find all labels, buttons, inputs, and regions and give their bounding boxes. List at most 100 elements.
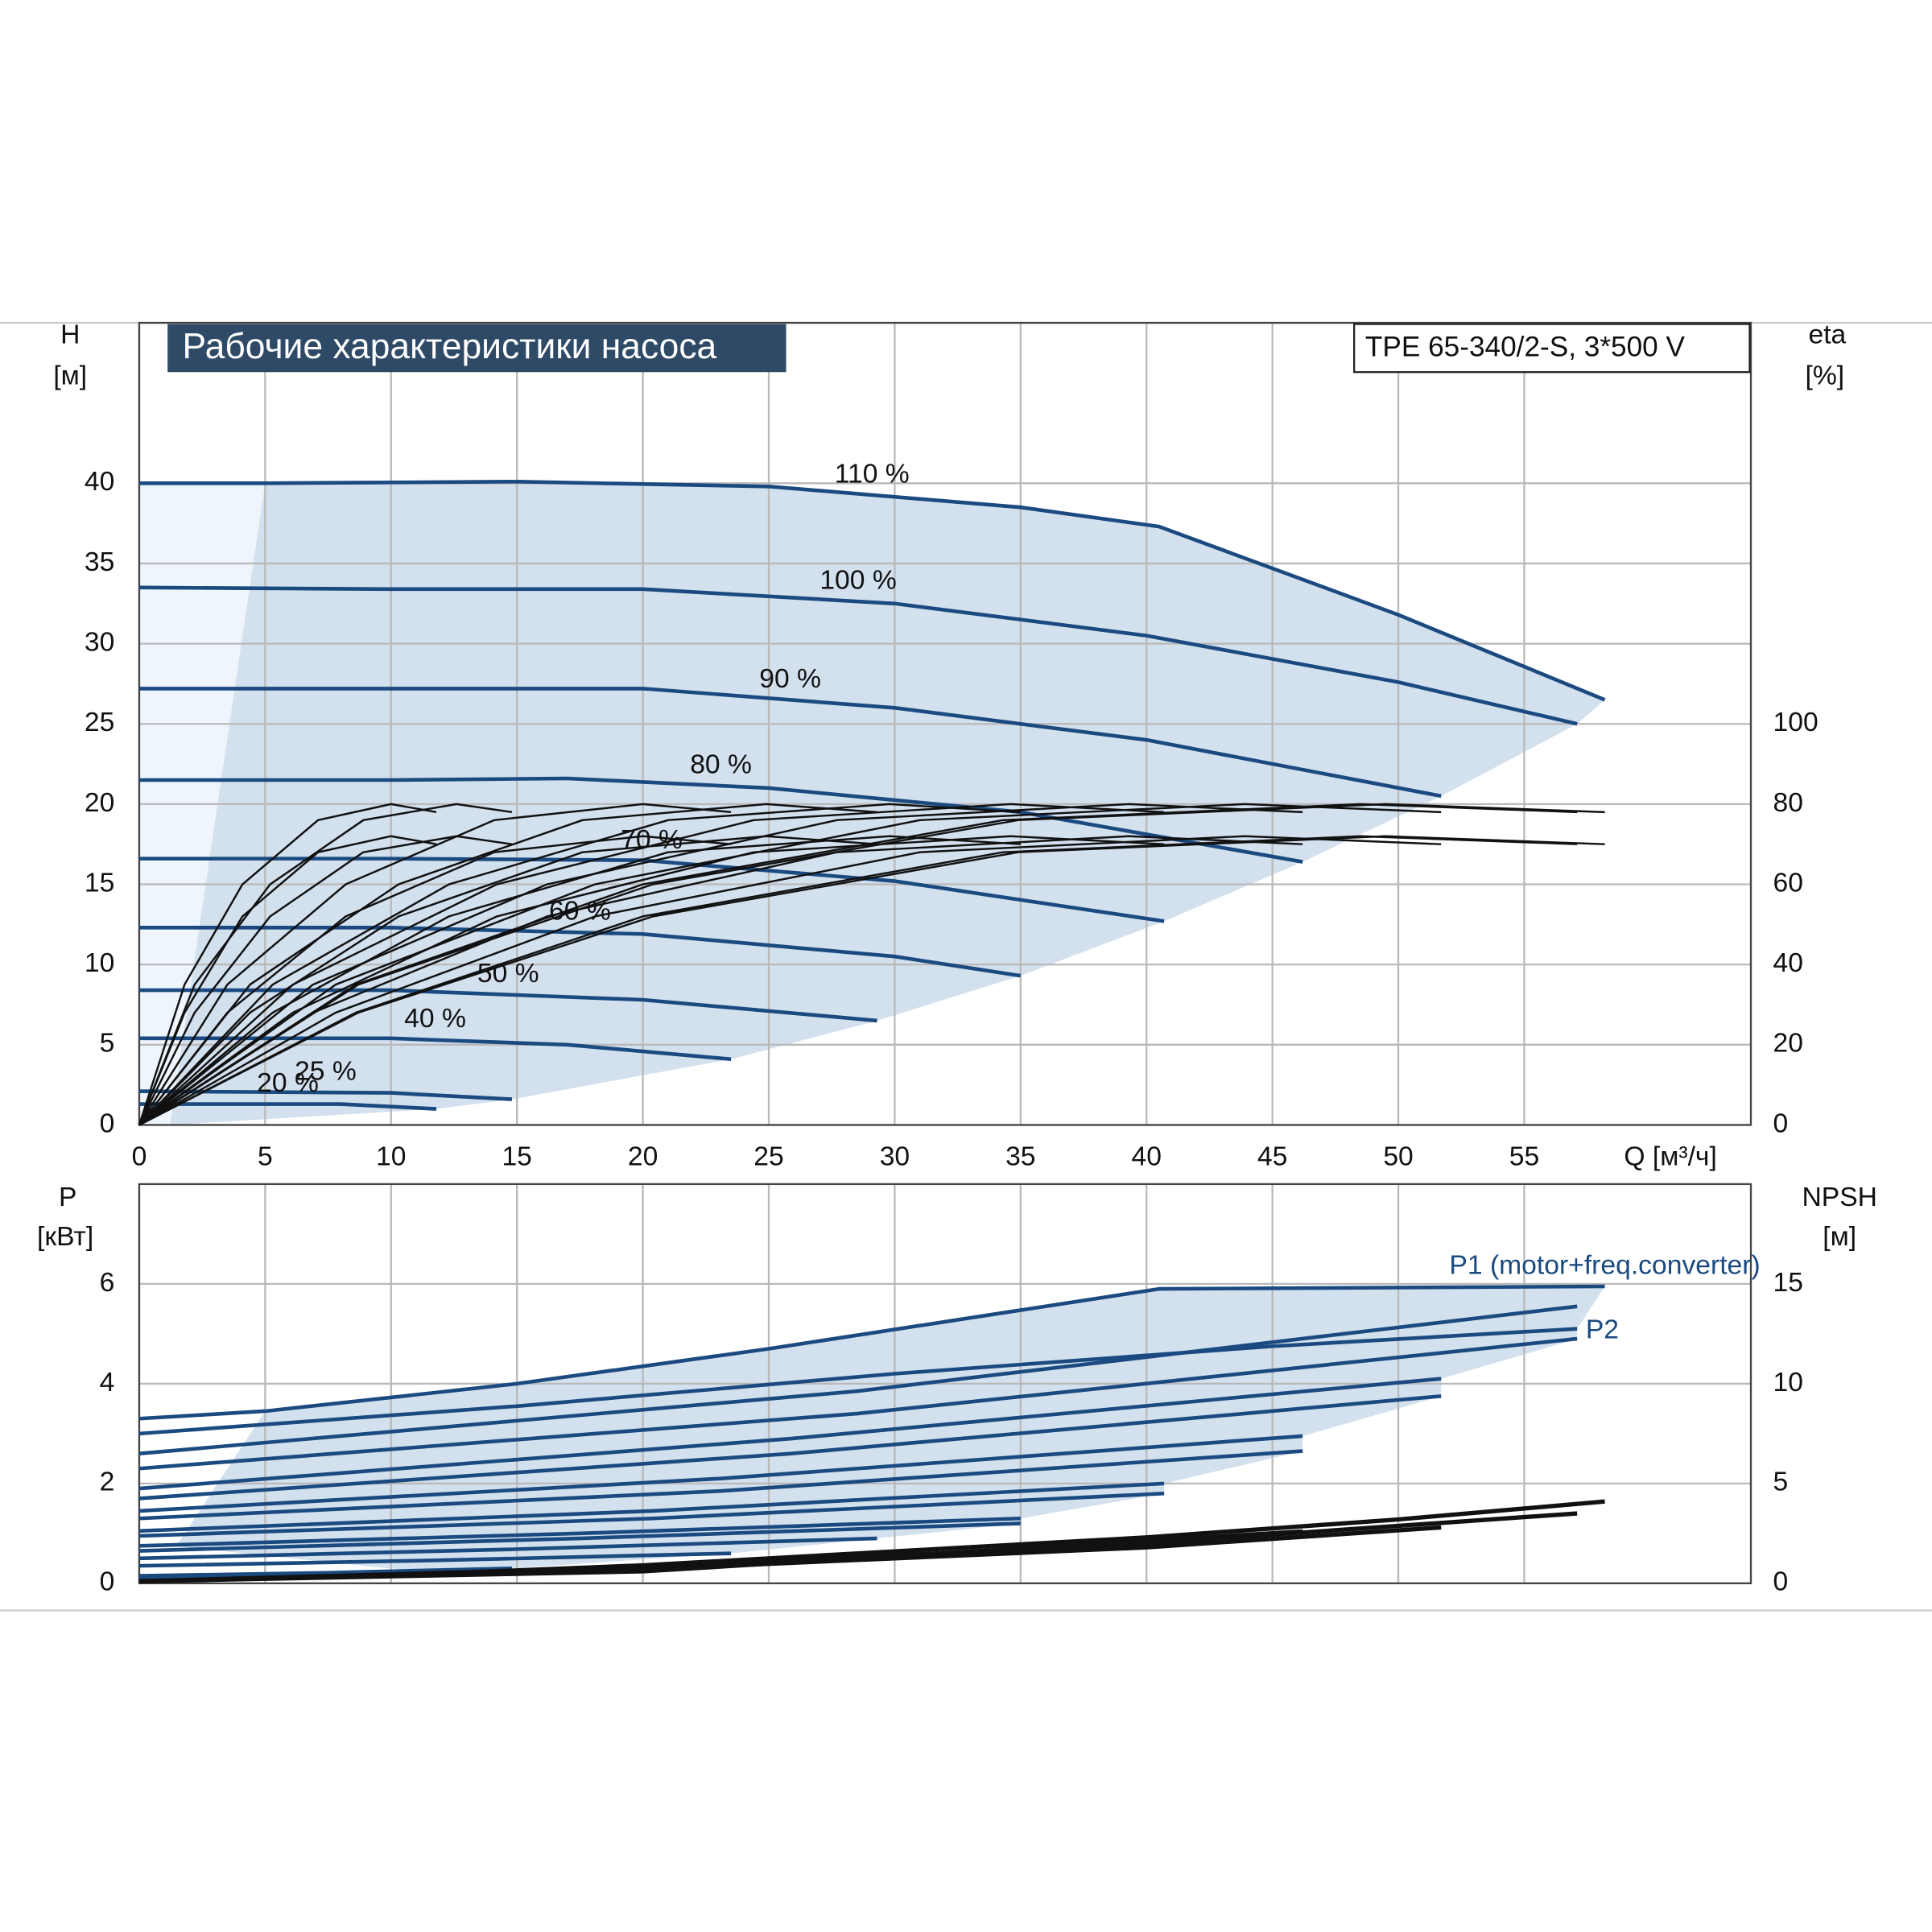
y2-axis-unit: [%]	[1806, 361, 1845, 390]
x-tick-label: 50	[1383, 1142, 1413, 1172]
curve-label: 90 %	[759, 664, 821, 694]
x-tick-label: 30	[880, 1142, 910, 1172]
y-tick-label: 5	[100, 1029, 115, 1059]
curve	[138, 1336, 1578, 1471]
y2-tick-label: 0	[1773, 1567, 1789, 1597]
curve	[138, 1536, 877, 1561]
y-tick-label: 30	[85, 627, 114, 657]
y-tick-label: 4	[100, 1368, 115, 1397]
curve	[138, 1327, 1578, 1436]
legend-label: P2	[1586, 1315, 1619, 1345]
y2-tick-label: 15	[1773, 1268, 1803, 1298]
curve	[138, 1566, 512, 1578]
curve	[138, 1551, 732, 1568]
curve-label: 80 %	[690, 750, 752, 780]
secondary-curve	[138, 835, 1165, 1126]
curve	[138, 1481, 1165, 1534]
y2-tick-label: 40	[1773, 948, 1803, 978]
secondary-curve	[138, 835, 1578, 1126]
model-box	[1352, 323, 1751, 374]
x-tick-label: 20	[628, 1142, 658, 1172]
y-tick-label: 0	[100, 1567, 115, 1597]
secondary-curve	[138, 803, 1165, 1126]
x-tick-label: 15	[502, 1142, 531, 1172]
curve-layer	[138, 480, 1606, 1126]
title-box	[167, 324, 786, 373]
x-tick-label: 0	[132, 1142, 147, 1172]
secondary-curve	[138, 803, 1021, 1126]
secondary-curve	[138, 835, 732, 1126]
y2-tick-label: 0	[1773, 1108, 1789, 1138]
curve	[138, 1377, 1442, 1491]
plot-frame	[138, 321, 1752, 1126]
secondary-curve	[138, 835, 513, 1125]
secondary-curve	[138, 835, 1021, 1126]
x-tick-label: 35	[1005, 1142, 1035, 1172]
curve	[138, 480, 1606, 702]
x-axis-label: Q [м³/ч]	[1624, 1142, 1716, 1172]
chart-title: Рабочие характеристики насоса	[183, 327, 717, 366]
secondary-curve	[138, 835, 1442, 1126]
curve-label: 60 %	[549, 897, 611, 927]
curve	[138, 776, 1303, 864]
x-tick-label: 10	[376, 1142, 406, 1172]
curve	[138, 687, 1442, 799]
curve-label: 70 %	[621, 825, 683, 855]
curve-label: 20 %	[257, 1068, 319, 1098]
y2-tick-label: 80	[1773, 788, 1803, 818]
y-axis-unit: [кВт]	[37, 1222, 93, 1252]
curve-label: 50 %	[477, 959, 539, 989]
legend-label: P1 (motor+freq.converter)	[1449, 1250, 1760, 1280]
y2-axis-label: eta	[1808, 320, 1846, 350]
secondary-curve	[138, 803, 732, 1126]
x-tick-label: 40	[1132, 1142, 1162, 1172]
secondary-curve	[138, 803, 437, 1125]
y-tick-label: 15	[85, 868, 114, 898]
curve	[138, 1521, 1021, 1553]
curve	[138, 1434, 1303, 1513]
y-tick-label: 10	[85, 948, 114, 978]
grid-layer	[138, 321, 1752, 1126]
curve	[138, 1102, 437, 1111]
y2-tick-label: 10	[1773, 1368, 1803, 1397]
curve	[138, 1394, 1442, 1501]
y-tick-label: 20	[85, 788, 114, 818]
y-tick-label: 35	[85, 547, 114, 577]
secondary-curve	[138, 1529, 1303, 1584]
curve	[138, 1089, 513, 1101]
curve	[138, 926, 1022, 978]
y2-tick-label: 100	[1773, 708, 1818, 737]
y2-tick-label: 60	[1773, 868, 1803, 898]
power-chart: 0 2 4 6 0 5 10 15 P1 (motor+freq.converter) P2	[100, 1183, 1803, 1597]
curve-label: 25 %	[295, 1056, 357, 1086]
y-axis-unit: [м]	[53, 361, 87, 390]
y-axis-label: P	[59, 1183, 76, 1212]
y-tick-label: 6	[100, 1268, 115, 1298]
curve	[138, 1284, 1605, 1421]
label-layer: 0 5 10 15 20 25 30 35 40 45 50 55 0 5 10 15 20 25 30 35 40 0 2…	[85, 459, 1818, 1171]
curve-layer	[138, 1284, 1605, 1584]
curve	[138, 1036, 732, 1062]
y-tick-label: 0	[100, 1108, 115, 1138]
x-tick-label: 25	[753, 1142, 783, 1172]
curve-label: 40 %	[404, 1004, 466, 1034]
secondary-curve	[138, 835, 1303, 1126]
secondary-curve	[138, 803, 1578, 1126]
secondary-curve	[138, 803, 1303, 1126]
y2-axis-unit: [м]	[1823, 1222, 1856, 1252]
head-chart: 0 5 10 15 20 25 30 35 40 45 50 55 0 5 10 15 20 25 30 35 40 0 2…	[85, 321, 1818, 1172]
model-label: TPE 65-340/2-S, 3*500 V	[1365, 331, 1686, 362]
curve-label: 100 %	[819, 566, 896, 596]
y2-axis-label: NPSH	[1802, 1183, 1877, 1212]
curve	[138, 1516, 1021, 1548]
secondary-curve	[138, 835, 437, 1125]
curve	[138, 1491, 1165, 1538]
y-tick-label: 2	[100, 1468, 115, 1497]
curve	[138, 1449, 1303, 1521]
curve	[138, 585, 1578, 726]
x-tick-label: 45	[1257, 1142, 1287, 1172]
label-layer: 0 2 4 6 0 5 10 15 P1 (motor+freq.converter) P2	[100, 1250, 1803, 1596]
y-axis-label: H	[60, 320, 80, 350]
